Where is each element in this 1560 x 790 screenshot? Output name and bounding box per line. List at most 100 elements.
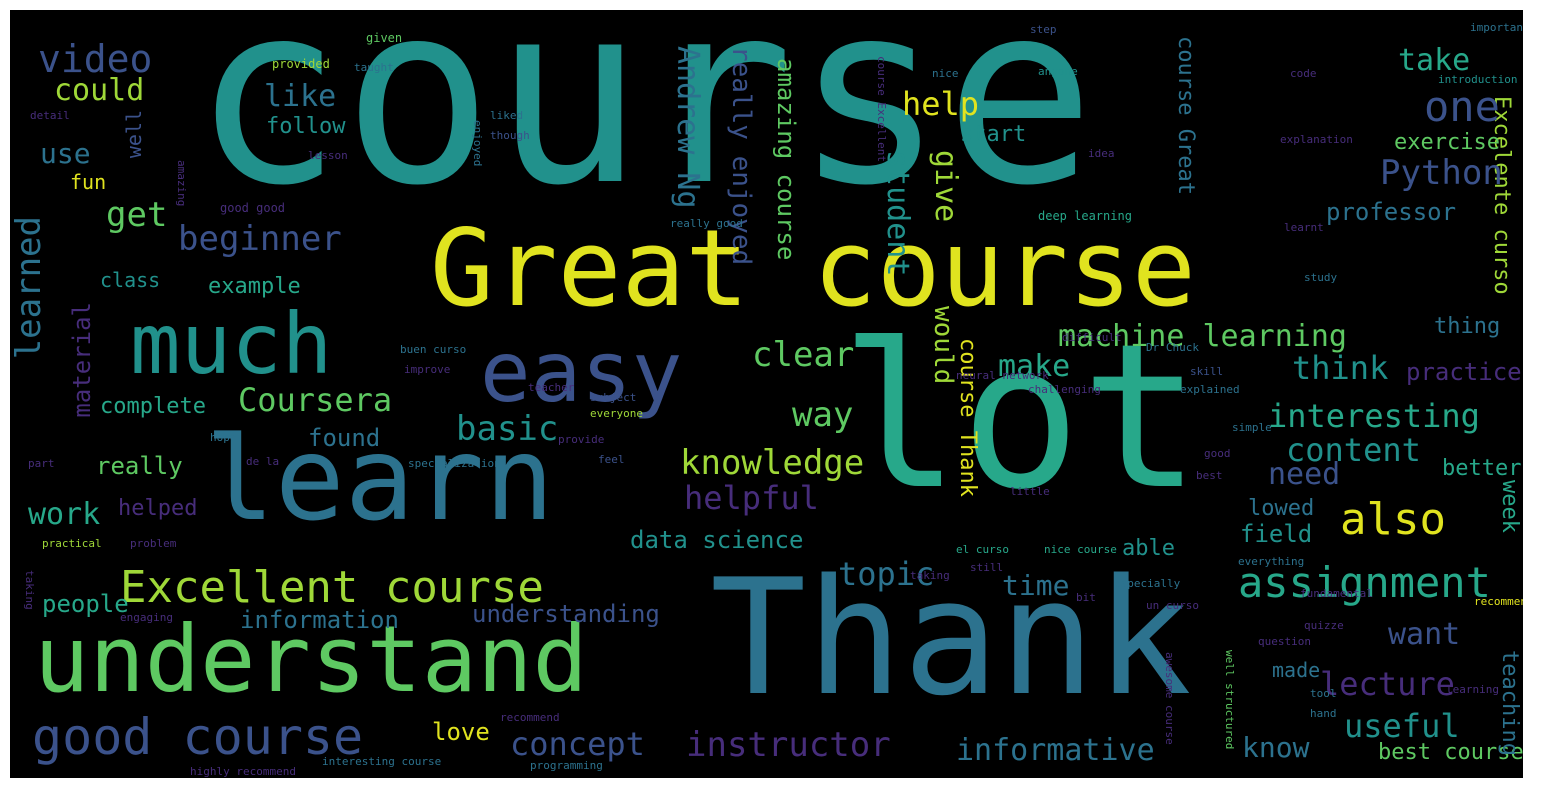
word-practice: practice bbox=[1406, 358, 1522, 386]
word-week: week bbox=[1497, 480, 1522, 533]
word-use: use bbox=[40, 137, 91, 170]
word-understand: understand bbox=[34, 606, 588, 713]
word-topic: topic bbox=[838, 555, 935, 593]
word-taking: taking bbox=[910, 569, 950, 582]
word-also: also bbox=[1340, 494, 1446, 545]
word-time: time bbox=[1002, 569, 1070, 602]
word-material: material bbox=[68, 302, 96, 418]
word-provide: provide bbox=[558, 433, 605, 446]
word-concept: concept bbox=[510, 725, 645, 763]
word-love: love bbox=[432, 718, 490, 746]
word-provided: provided bbox=[272, 57, 330, 71]
word-difficult: difficult bbox=[1062, 331, 1122, 344]
word-found: found bbox=[308, 424, 381, 452]
word-really: really bbox=[96, 452, 183, 480]
word-one: one bbox=[1424, 82, 1500, 131]
word-excelente-curso: Excelente curso bbox=[1489, 96, 1514, 295]
word-lot: lot bbox=[840, 301, 1202, 534]
word-good-good: good good bbox=[220, 201, 286, 215]
word-recommend: recommend bbox=[500, 711, 560, 724]
word-awesome-course: awesome course bbox=[1163, 652, 1176, 745]
word-amazing: amazing bbox=[175, 160, 188, 207]
word-thank: Thank bbox=[710, 544, 1192, 731]
word-know: know bbox=[1242, 731, 1310, 764]
word-neural-network: neural network bbox=[956, 369, 1049, 382]
word-field: field bbox=[1240, 520, 1313, 548]
word-skill: skill bbox=[1190, 365, 1224, 378]
word-subject: subject bbox=[590, 391, 637, 404]
word-taught: taught bbox=[354, 61, 394, 74]
word-teaching: teaching bbox=[1497, 650, 1522, 756]
word-helpful: helpful bbox=[684, 479, 819, 517]
word-tool: tool bbox=[1310, 687, 1337, 700]
word-introduction: introduction bbox=[1438, 73, 1518, 86]
word-information: information bbox=[240, 606, 399, 634]
word-lesson: lesson bbox=[308, 149, 348, 162]
word-beginner: beginner bbox=[178, 219, 342, 259]
word-content: content bbox=[1286, 431, 1421, 469]
word-simple: simple bbox=[1232, 421, 1272, 434]
word-well: well bbox=[122, 110, 146, 159]
word-would: would bbox=[928, 306, 958, 385]
word-need: need bbox=[1268, 457, 1341, 492]
word-problem: problem bbox=[130, 537, 177, 550]
word-help: help bbox=[902, 85, 980, 123]
word-quizze: quizze bbox=[1304, 619, 1344, 632]
word-code: code bbox=[1290, 67, 1317, 80]
word-learnt: learnt bbox=[1284, 221, 1324, 234]
word-really-good: really good bbox=[670, 217, 743, 230]
word-easy: easy bbox=[480, 323, 683, 421]
word-explained: explained bbox=[1180, 383, 1240, 396]
word-good: good bbox=[1204, 447, 1231, 460]
word-anyone: anyone bbox=[1038, 65, 1078, 78]
word-detail: detail bbox=[30, 109, 70, 122]
word-amazing-course: amazing course bbox=[772, 58, 800, 261]
word-take: take bbox=[1398, 43, 1471, 78]
word-get: get bbox=[106, 195, 168, 235]
word-complete: complete bbox=[100, 394, 206, 419]
word-though: though bbox=[490, 129, 530, 142]
word-interesting-course: interesting course bbox=[322, 755, 442, 768]
word-un-curso: un curso bbox=[1146, 599, 1199, 612]
word-andrew-ng: Andrew Ng bbox=[670, 46, 705, 209]
word-explanation: explanation bbox=[1280, 133, 1353, 146]
word-especially: especially bbox=[1114, 577, 1181, 590]
word-learned: learned bbox=[10, 216, 49, 360]
word-data-science: data science bbox=[630, 526, 804, 554]
word-interesting: interesting bbox=[1268, 397, 1480, 435]
word-understanding: understanding bbox=[472, 600, 660, 628]
word-teacher: teacher bbox=[528, 381, 575, 394]
word-engaging: engaging bbox=[120, 611, 173, 624]
word-much: much bbox=[130, 295, 333, 393]
word-exercise: exercise bbox=[1394, 130, 1500, 155]
word-machine-learning: machine learning bbox=[1058, 319, 1347, 354]
word-lowed: lowed bbox=[1248, 496, 1315, 521]
word-instructor: instructor bbox=[686, 725, 891, 765]
word-example: example bbox=[208, 274, 301, 299]
word-able: able bbox=[1122, 536, 1175, 561]
word-people: people bbox=[42, 590, 129, 618]
word-buen-curso: buen curso bbox=[400, 343, 467, 356]
word-el-curso: el curso bbox=[956, 543, 1009, 556]
word-useful: useful bbox=[1344, 707, 1460, 745]
word-learning: learning bbox=[1446, 683, 1499, 696]
word-everyone: everyone bbox=[590, 407, 643, 420]
word-study: study bbox=[1304, 271, 1338, 284]
word-excellent-course: Excellent course bbox=[120, 562, 544, 613]
word-practical: practical bbox=[42, 537, 102, 550]
word-important: important bbox=[1470, 21, 1523, 34]
word-clear: clear bbox=[752, 335, 855, 375]
word-course-excellent: course Excellent bbox=[875, 56, 888, 162]
word-programming: programming bbox=[530, 759, 603, 772]
word-feel: feel bbox=[598, 453, 625, 466]
word-think: think bbox=[1292, 349, 1389, 387]
word-fundamental: fundamental bbox=[1300, 587, 1373, 600]
word-still: still bbox=[970, 561, 1004, 574]
word-well-structured: well structured bbox=[1223, 650, 1236, 750]
word-little: little bbox=[1010, 485, 1050, 498]
word-student: student bbox=[880, 150, 915, 277]
word-thing: thing bbox=[1434, 314, 1501, 339]
word-nice: nice bbox=[932, 67, 959, 80]
word-part: part bbox=[28, 457, 55, 470]
word-python: Python bbox=[1380, 153, 1503, 193]
